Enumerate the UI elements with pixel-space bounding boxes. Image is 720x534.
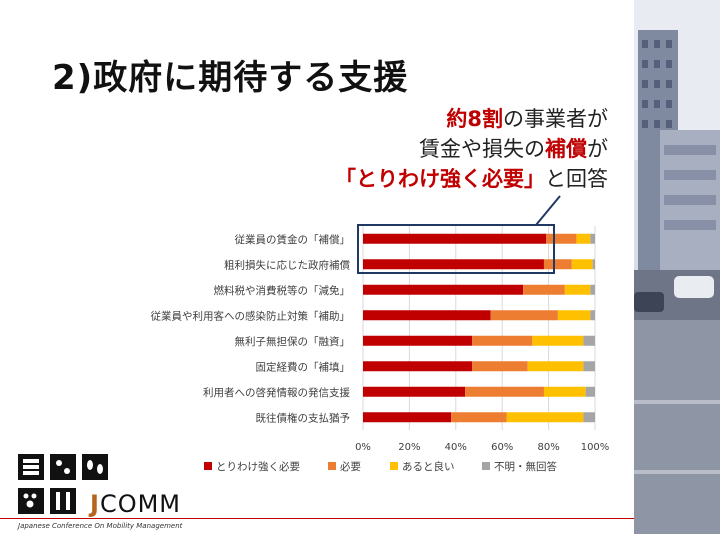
bar-segment — [363, 335, 473, 346]
bar-segment — [543, 259, 572, 270]
callout-highlight-1: 約8割 — [446, 107, 503, 131]
bar-segment — [571, 259, 593, 270]
x-tick-label: 0% — [355, 442, 371, 453]
category-label: 無利子無担保の「融資」 — [235, 335, 351, 348]
x-tick-label: 40% — [445, 442, 467, 453]
stacked-bar-chart: 従業員の賃金の「補償」粗利損失に応じた政府補償燃料税や消費税等の「減免」従業員や… — [151, 195, 609, 473]
x-tick-label: 80% — [537, 442, 559, 453]
label-layer: 従業員の賃金の「補償」粗利損失に応じた政府補償燃料税や消費税等の「減免」従業員や… — [151, 233, 351, 425]
callout-highlight-2: 補償 — [545, 137, 587, 161]
bar-segment — [523, 284, 565, 295]
slide-title: 2)政府に期待する支援 — [52, 58, 409, 98]
jcomm-logo-icon — [18, 454, 108, 514]
bar-segment — [583, 335, 595, 346]
bar-segment — [583, 412, 595, 423]
category-label: 従業員や利用客への感染防止対策「補助」 — [151, 309, 351, 322]
bar-segment — [590, 233, 595, 244]
bar-segment — [590, 310, 595, 321]
bar-segment — [546, 233, 577, 244]
bar-segment — [590, 284, 595, 295]
callout-text-3: と回答 — [545, 167, 608, 191]
bar-segment — [363, 259, 544, 270]
grid-layer — [362, 226, 596, 430]
callout-text: 約8割の事業者が 賃金や損失の補償が 「とりわけ強く必要」と回答 — [335, 104, 608, 194]
legend-swatch — [390, 462, 398, 470]
logo-subtitle: Japanese Conference On Mobility Manageme… — [18, 522, 183, 530]
legend-label: あると良い — [402, 460, 455, 473]
legend-swatch — [204, 462, 212, 470]
callout-pointer — [535, 195, 561, 226]
bar-segment — [585, 386, 595, 397]
legend-label: とりわけ強く必要 — [216, 460, 300, 473]
x-tick-label: 60% — [491, 442, 513, 453]
category-label: 利用者への啓発情報の発信支援 — [203, 386, 350, 399]
callout-text-1: の事業者が — [503, 107, 608, 131]
bar-segment — [363, 386, 466, 397]
bar-layer — [363, 233, 595, 423]
logo-text-rest: COMM — [99, 490, 181, 518]
x-tick-label: 20% — [398, 442, 420, 453]
callout-highlight-3: 「とりわけ強く必要」 — [335, 167, 545, 191]
legend-layer: とりわけ強く必要 必要 あると良い 不明・無回答 — [204, 460, 557, 473]
bar-segment — [363, 284, 524, 295]
bar-segment — [363, 361, 473, 372]
bar-segment — [543, 386, 586, 397]
bar-segment — [363, 233, 547, 244]
category-label: 粗利損失に応じた政府補償 — [224, 258, 350, 271]
tick-layer: 0% 20% 40% 60% 80% 100% — [355, 442, 609, 453]
category-label: 従業員の賃金の「補償」 — [235, 233, 351, 246]
bottom-rule — [0, 518, 634, 519]
bar-segment — [472, 361, 528, 372]
bar-segment — [583, 361, 595, 372]
bar-segment — [527, 361, 584, 372]
bar-segment — [490, 310, 558, 321]
bar-segment — [451, 412, 507, 423]
bar-segment — [532, 335, 584, 346]
bar-segment — [465, 386, 544, 397]
category-label: 燃料税や消費税等の「減免」 — [214, 284, 351, 297]
bar-segment — [506, 412, 584, 423]
city-street-photo — [634, 0, 720, 534]
legend-label: 必要 — [340, 460, 361, 473]
bar-segment — [363, 310, 491, 321]
callout-text-2b: が — [587, 137, 608, 161]
highlight-box — [357, 224, 555, 274]
bar-segment — [557, 310, 591, 321]
x-tick-label: 100% — [581, 442, 610, 453]
category-label: 既往債権の支払猶予 — [256, 411, 351, 424]
bar-segment — [472, 335, 533, 346]
bar-segment — [564, 284, 591, 295]
legend-swatch — [482, 462, 490, 470]
bar-segment — [592, 259, 595, 270]
callout-text-2a: 賃金や損失の — [419, 137, 545, 161]
category-label: 固定経費の「補填」 — [256, 360, 351, 373]
logo-text: JCOMM — [90, 490, 181, 518]
legend-swatch — [328, 462, 336, 470]
bar-segment — [363, 412, 452, 423]
bar-segment — [576, 233, 591, 244]
logo-text-j: J — [90, 490, 100, 518]
legend-label: 不明・無回答 — [494, 460, 557, 473]
